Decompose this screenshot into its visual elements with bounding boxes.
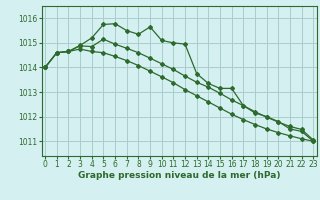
X-axis label: Graphe pression niveau de la mer (hPa): Graphe pression niveau de la mer (hPa) — [78, 171, 280, 180]
